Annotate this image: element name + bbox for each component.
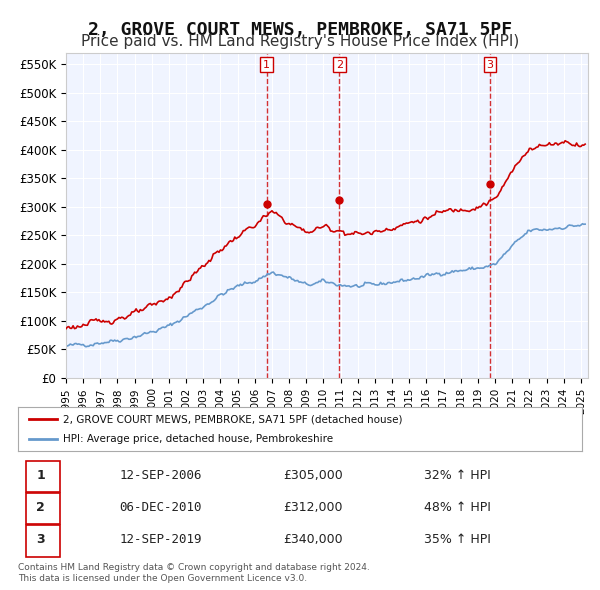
Text: 06-DEC-2010: 06-DEC-2010 xyxy=(119,502,202,514)
Text: 48% ↑ HPI: 48% ↑ HPI xyxy=(424,502,491,514)
FancyBboxPatch shape xyxy=(26,461,60,492)
Text: 2, GROVE COURT MEWS, PEMBROKE, SA71 5PF (detached house): 2, GROVE COURT MEWS, PEMBROKE, SA71 5PF … xyxy=(63,415,403,424)
Text: 3: 3 xyxy=(36,533,45,546)
Text: 2: 2 xyxy=(36,502,45,514)
Text: 1: 1 xyxy=(263,60,270,70)
Text: £305,000: £305,000 xyxy=(283,469,343,482)
Text: Price paid vs. HM Land Registry's House Price Index (HPI): Price paid vs. HM Land Registry's House … xyxy=(81,34,519,49)
Text: Contains HM Land Registry data © Crown copyright and database right 2024.
This d: Contains HM Land Registry data © Crown c… xyxy=(18,563,370,583)
FancyBboxPatch shape xyxy=(26,525,60,556)
Text: £340,000: £340,000 xyxy=(283,533,343,546)
Text: 32% ↑ HPI: 32% ↑ HPI xyxy=(424,469,491,482)
Text: 35% ↑ HPI: 35% ↑ HPI xyxy=(424,533,491,546)
Text: 3: 3 xyxy=(487,60,493,70)
Text: 12-SEP-2019: 12-SEP-2019 xyxy=(119,533,202,546)
Text: 12-SEP-2006: 12-SEP-2006 xyxy=(119,469,202,482)
FancyBboxPatch shape xyxy=(26,493,60,525)
Text: 1: 1 xyxy=(36,469,45,482)
Text: HPI: Average price, detached house, Pembrokeshire: HPI: Average price, detached house, Pemb… xyxy=(63,434,333,444)
Text: £312,000: £312,000 xyxy=(283,502,343,514)
Text: 2: 2 xyxy=(336,60,343,70)
Text: 2, GROVE COURT MEWS, PEMBROKE, SA71 5PF: 2, GROVE COURT MEWS, PEMBROKE, SA71 5PF xyxy=(88,21,512,39)
